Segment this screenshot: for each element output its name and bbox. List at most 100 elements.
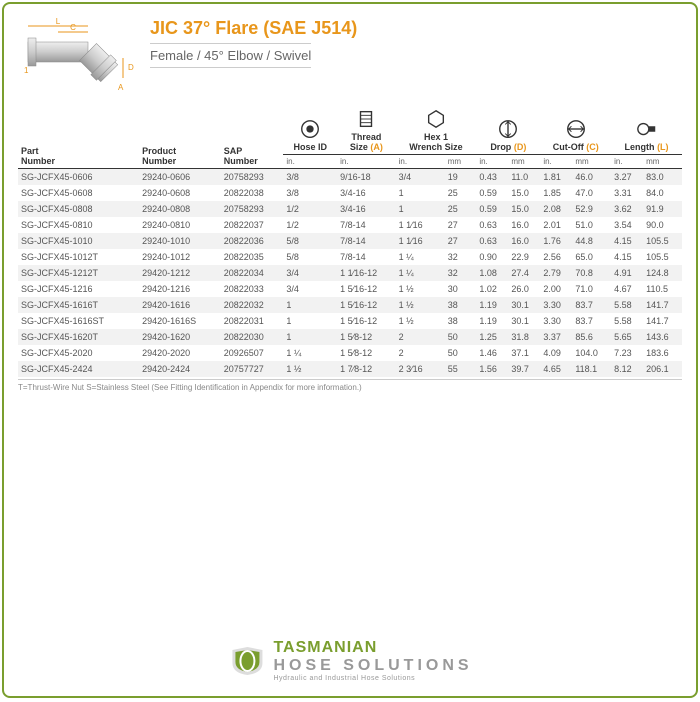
cell-cmm: 85.6 xyxy=(572,329,611,345)
cell-p: SG-JCFX45-1216 xyxy=(18,281,139,297)
cell-sap: 20822036 xyxy=(221,233,284,249)
cell-pn: 29420-1216 xyxy=(139,281,221,297)
cell-cin: 3.30 xyxy=(540,313,572,329)
table-row: SG-JCFX45-1012T29240-1012208220355/87/8-… xyxy=(18,249,682,265)
cell-sap: 20822032 xyxy=(221,297,284,313)
table-row: SG-JCFX45-1620T29420-16202082203011 5⁄8-… xyxy=(18,329,682,345)
cell-p: SG-JCFX45-1616T xyxy=(18,297,139,313)
cell-lin: 4.15 xyxy=(611,233,643,249)
cell-dmm: 27.4 xyxy=(508,265,540,281)
cell-hmm: 50 xyxy=(445,329,477,345)
cell-lin: 7.23 xyxy=(611,345,643,361)
cell-p: SG-JCFX45-2020 xyxy=(18,345,139,361)
table-row: SG-JCFX45-1212T29420-1212208220343/41 1⁄… xyxy=(18,265,682,281)
cell-dmm: 39.7 xyxy=(508,361,540,377)
cell-hmm: 38 xyxy=(445,313,477,329)
company-logo: TASMANIAN HOSE SOLUTIONS Hydraulic and I… xyxy=(227,639,472,682)
cell-sap: 20822031 xyxy=(221,313,284,329)
cell-hin: 1 ¼ xyxy=(396,265,445,281)
cell-cmm: 44.8 xyxy=(572,233,611,249)
cell-dmm: 30.1 xyxy=(508,313,540,329)
cell-cin: 1.81 xyxy=(540,169,572,186)
col-cutoff: Cut-Off (C) xyxy=(540,106,611,155)
cell-ts: 3/4-16 xyxy=(337,185,396,201)
cell-dmm: 15.0 xyxy=(508,201,540,217)
cell-sap: 20822030 xyxy=(221,329,284,345)
col-thread: ThreadSize (A) xyxy=(337,106,396,155)
cell-lmm: 84.0 xyxy=(643,185,682,201)
unit-cut-mm: mm xyxy=(572,155,611,169)
cell-cin: 1.76 xyxy=(540,233,572,249)
col-product: ProductNumber xyxy=(139,106,221,169)
cell-cin: 1.85 xyxy=(540,185,572,201)
cell-cmm: 118.1 xyxy=(572,361,611,377)
footnote: T=Thrust-Wire Nut S=Stainless Steel (See… xyxy=(18,379,682,392)
cell-lin: 8.12 xyxy=(611,361,643,377)
cell-hid: 5/8 xyxy=(283,249,337,265)
cell-hid: 1 xyxy=(283,329,337,345)
cell-dmm: 22.9 xyxy=(508,249,540,265)
cell-lmm: 206.1 xyxy=(643,361,682,377)
cell-lmm: 91.9 xyxy=(643,201,682,217)
cell-cmm: 83.7 xyxy=(572,297,611,313)
cell-p: SG-JCFX45-0808 xyxy=(18,201,139,217)
cell-ts: 1 7⁄8-12 xyxy=(337,361,396,377)
cell-lmm: 110.5 xyxy=(643,281,682,297)
cell-hmm: 27 xyxy=(445,233,477,249)
cell-hmm: 25 xyxy=(445,201,477,217)
cell-cin: 3.37 xyxy=(540,329,572,345)
cell-sap: 20822033 xyxy=(221,281,284,297)
table-row: SG-JCFX45-121629420-1216208220333/41 5⁄1… xyxy=(18,281,682,297)
svg-text:A: A xyxy=(118,83,124,92)
cell-hid: 1 ¼ xyxy=(283,345,337,361)
fitting-diagram: L C D A 1 xyxy=(18,18,138,98)
cell-din: 1.19 xyxy=(476,313,508,329)
col-part: PartNumber xyxy=(18,106,139,169)
cell-sap: 20758293 xyxy=(221,201,284,217)
cell-cmm: 52.9 xyxy=(572,201,611,217)
cell-dmm: 30.1 xyxy=(508,297,540,313)
cell-din: 0.59 xyxy=(476,185,508,201)
cell-hmm: 27 xyxy=(445,217,477,233)
page-container: L C D A 1 JIC 37° Flare (SAE J514) Femal… xyxy=(2,2,698,698)
cell-lmm: 90.0 xyxy=(643,217,682,233)
page-subtitle: Female / 45° Elbow / Swivel xyxy=(150,43,311,68)
cell-cin: 2.00 xyxy=(540,281,572,297)
cell-pn: 29420-1616S xyxy=(139,313,221,329)
unit-drop-mm: mm xyxy=(508,155,540,169)
cell-dmm: 16.0 xyxy=(508,217,540,233)
unit-hoseid: in. xyxy=(283,155,337,169)
table-row: SG-JCFX45-080829240-0808207582931/23/4-1… xyxy=(18,201,682,217)
title-block: JIC 37° Flare (SAE J514) Female / 45° El… xyxy=(150,18,682,68)
cell-pn: 29240-1010 xyxy=(139,233,221,249)
cell-cmm: 46.0 xyxy=(572,169,611,186)
cell-hid: 1/2 xyxy=(283,201,337,217)
cell-dmm: 11.0 xyxy=(508,169,540,186)
cell-lmm: 143.6 xyxy=(643,329,682,345)
cell-pn: 29240-1012 xyxy=(139,249,221,265)
table-row: SG-JCFX45-202029420-2020209265071 ¼1 5⁄8… xyxy=(18,345,682,361)
cell-ts: 1 5⁄8-12 xyxy=(337,329,396,345)
cell-din: 1.02 xyxy=(476,281,508,297)
cell-lmm: 124.8 xyxy=(643,265,682,281)
logo-line1: TASMANIAN xyxy=(273,639,377,656)
cell-din: 1.46 xyxy=(476,345,508,361)
cell-hin: 1 1⁄16 xyxy=(396,217,445,233)
table-row: SG-JCFX45-081029240-0810208220371/27/8-1… xyxy=(18,217,682,233)
cell-hmm: 38 xyxy=(445,297,477,313)
cell-hin: 2 3⁄16 xyxy=(396,361,445,377)
cell-pn: 29420-1620 xyxy=(139,329,221,345)
header: L C D A 1 JIC 37° Flare (SAE J514) Femal… xyxy=(18,18,682,98)
cell-hmm: 50 xyxy=(445,345,477,361)
cell-hid: 3/8 xyxy=(283,169,337,186)
cell-sap: 20822035 xyxy=(221,249,284,265)
cell-lin: 4.67 xyxy=(611,281,643,297)
col-sap: SAPNumber xyxy=(221,106,284,169)
col-hex: Hex 1Wrench Size xyxy=(396,106,477,155)
cell-ts: 1 5⁄16-12 xyxy=(337,313,396,329)
cell-ts: 7/8-14 xyxy=(337,217,396,233)
cell-hin: 1 ¼ xyxy=(396,249,445,265)
cell-lin: 3.62 xyxy=(611,201,643,217)
cell-hid: 1 xyxy=(283,313,337,329)
logo-line2: HOSE SOLUTIONS xyxy=(273,657,472,674)
